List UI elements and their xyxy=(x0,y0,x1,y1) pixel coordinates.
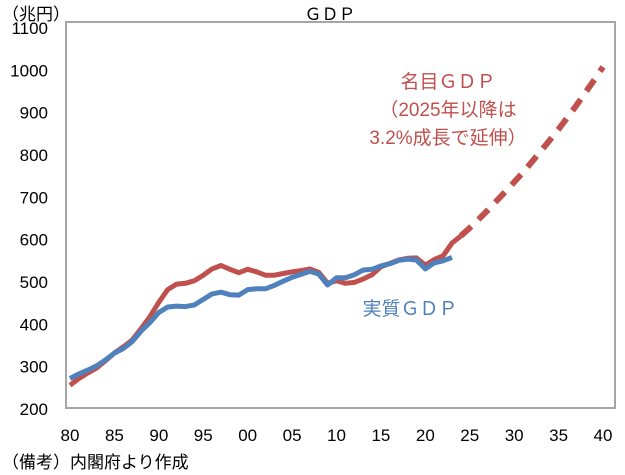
nominal-gdp-label: （2025年以降は xyxy=(379,99,516,121)
x-tick-label: 20 xyxy=(416,426,435,445)
x-tick-label: 30 xyxy=(505,426,524,445)
x-tick-label: 25 xyxy=(460,426,479,445)
y-tick-label: 500 xyxy=(20,273,48,292)
real-gdp-label: 実質ＧＤＰ xyxy=(362,298,457,320)
x-tick-label: 00 xyxy=(238,426,257,445)
x-tick-label: 85 xyxy=(105,426,124,445)
x-tick-label: 35 xyxy=(549,426,568,445)
nominal-gdp-label: 名目ＧＤＰ xyxy=(400,71,495,93)
y-tick-label: 400 xyxy=(20,315,48,334)
y-tick-label: 600 xyxy=(20,231,48,250)
y-tick-label: 700 xyxy=(20,188,48,207)
y-tick-label: 1100 xyxy=(11,19,48,38)
y-tick-label: 800 xyxy=(20,146,48,165)
plot-area xyxy=(65,21,616,409)
series-line-1 xyxy=(458,65,606,239)
series-line-2 xyxy=(68,255,453,381)
x-tick-label: 95 xyxy=(194,426,213,445)
source-note: （備考）内閣府より作成 xyxy=(2,453,189,472)
x-tick-label: 80 xyxy=(61,426,80,445)
y-tick-label: 1000 xyxy=(10,61,48,80)
y-axis-unit: （兆円） xyxy=(2,5,70,24)
chart-title: ＧＤＰ xyxy=(305,5,356,24)
x-tick-label: 10 xyxy=(327,426,346,445)
nominal-gdp-label: 3.2%成長で延伸） xyxy=(369,127,526,149)
y-tick-label: 900 xyxy=(20,104,48,123)
y-tick-label: 200 xyxy=(20,400,48,419)
x-tick-label: 05 xyxy=(283,426,302,445)
y-tick-label: 300 xyxy=(20,358,48,377)
x-tick-label: 90 xyxy=(149,426,168,445)
x-tick-label: 15 xyxy=(371,426,390,445)
x-tick-label: 40 xyxy=(594,426,613,445)
